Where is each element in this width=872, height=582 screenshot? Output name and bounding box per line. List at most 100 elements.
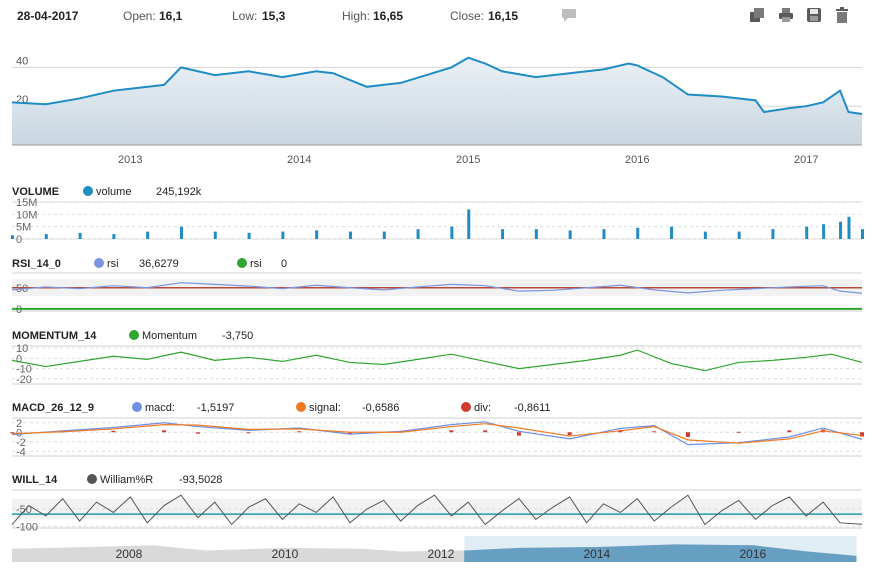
rsi-legend-marker (94, 258, 104, 268)
rsi-line (11, 282, 863, 294)
macd-series-value: -0,6586 (362, 402, 399, 414)
navigator-range-selection[interactable] (464, 536, 857, 562)
close-value: 16,15 (488, 9, 519, 23)
print-icon[interactable] (777, 6, 795, 24)
volume-legend-marker (83, 186, 93, 196)
volume-bar (315, 230, 319, 239)
volume-bar (501, 229, 505, 239)
price-line (11, 56, 863, 115)
rsi-legend-marker (237, 258, 247, 268)
volume-ytick-label: 5M (16, 222, 31, 234)
volume-bar (213, 231, 217, 239)
open-value: 16,1 (159, 9, 183, 23)
macd-series-value: -0,8611 (514, 402, 551, 414)
volume-bar (78, 232, 82, 239)
macd-div-bar (860, 432, 864, 437)
low-value: 15,3 (262, 9, 286, 23)
macd-div-bar (685, 432, 690, 437)
will-line (11, 494, 863, 526)
will-legend: WILL_14 William%R -93,5028 (12, 474, 222, 486)
macd-series-name: signal: (309, 402, 341, 414)
momentum-ytick-label: 10 (16, 343, 28, 355)
volume-bar (771, 229, 775, 239)
volume-bar (847, 216, 851, 239)
volume-bar (348, 231, 352, 239)
rsi-panel: 500 (11, 272, 863, 316)
signal-line (11, 423, 863, 444)
macd-div-bar (567, 432, 572, 436)
price-xtick-label: 2017 (794, 154, 818, 166)
rsi-series-name: rsi (250, 258, 262, 270)
macd-ytick-label: 2 (16, 418, 22, 430)
volume-bar (467, 209, 471, 239)
macd-div-bar (195, 432, 200, 434)
will-title: WILL_14 (12, 474, 58, 486)
momentum-ytick-label: 0 (16, 353, 22, 365)
navigator-xtick-label: 2016 (739, 547, 766, 561)
high-label: High: (342, 9, 371, 23)
price-xtick-label: 2013 (118, 154, 142, 166)
macd-div-bar (449, 430, 454, 433)
momentum-ytick-label: -20 (16, 374, 32, 386)
macd-div-bar (483, 430, 488, 433)
macd-legend-marker (132, 402, 142, 412)
momentum-line (11, 349, 863, 372)
volume-series-value: 245,192k (156, 186, 202, 198)
rsi-title: RSI_14_0 (12, 258, 61, 270)
macd-div-bar (297, 431, 302, 433)
close-label: Close: (450, 9, 485, 23)
navigator-xtick-label: 2008 (116, 547, 143, 561)
macd-series-value: -1,5197 (197, 402, 234, 414)
rsi-series-value: 36,6279 (139, 258, 179, 270)
volume-bar (11, 235, 14, 239)
volume-bar (636, 227, 640, 239)
volume-bar (805, 226, 809, 239)
navigator-panel[interactable]: 2008 2010 2012 2014 2016 (12, 536, 857, 562)
volume-legend: VOLUME volume 245,192k (12, 186, 202, 198)
will-ytick-label: -100 (16, 521, 38, 533)
macd-line (11, 421, 863, 446)
will-series-name: William%R (100, 474, 153, 486)
date-value: 28-04-2017 (17, 9, 79, 23)
momentum-title: MOMENTUM_14 (12, 330, 97, 342)
volume-bar (703, 231, 707, 239)
price-xtick-label: 2014 (287, 154, 311, 166)
momentum-ytick-label: -10 (16, 364, 32, 376)
rsi-legend: RSI_14_0 rsi 36,6279 rsi 0 (12, 258, 287, 270)
volume-bar (737, 231, 741, 239)
volume-bar (146, 231, 150, 239)
comment-icon[interactable] (560, 6, 578, 24)
volume-ytick-label: 10M (16, 209, 37, 221)
price-panel: 4020020132014201520162017 (11, 48, 863, 166)
delete-icon[interactable] (833, 6, 851, 24)
momentum-series-value: -3,750 (222, 330, 253, 342)
macd-div-bar (111, 430, 116, 433)
volume-bar (179, 226, 183, 239)
macd-legend-marker (461, 402, 471, 412)
macd-panel: 20-2-4 (10, 417, 864, 458)
momentum-series-name: Momentum (142, 330, 197, 342)
price-xtick-label: 2016 (625, 154, 649, 166)
volume-bar (382, 231, 386, 239)
navigator-xtick-label: 2014 (584, 547, 611, 561)
navigator-selected-area[interactable] (12, 544, 857, 562)
volume-bar (861, 229, 864, 239)
macd-title: MACD_26_12_9 (12, 402, 94, 414)
rsi-series-name: rsi (107, 258, 119, 270)
price-xtick-label: 2015 (456, 154, 480, 166)
momentum-panel: 100-10-20 (11, 343, 863, 386)
save-icon[interactable] (805, 6, 823, 24)
macd-ytick-label: -4 (16, 446, 26, 458)
volume-bar (44, 234, 48, 239)
rsi-series-value: 0 (281, 258, 287, 270)
volume-bar (839, 221, 843, 239)
momentum-legend: MOMENTUM_14 Momentum -3,750 (12, 330, 253, 342)
macd-div-bar (162, 430, 167, 433)
price-ytick-label: 40 (16, 55, 28, 67)
macd-div-bar (736, 431, 741, 433)
export-icon[interactable] (748, 6, 766, 24)
ohlc-header: 28-04-2017 Open: 16,1 Low: 15,3 High: 16… (0, 0, 872, 32)
macd-div-bar (347, 432, 352, 435)
will-legend-marker (87, 474, 97, 484)
price-area (12, 57, 862, 146)
